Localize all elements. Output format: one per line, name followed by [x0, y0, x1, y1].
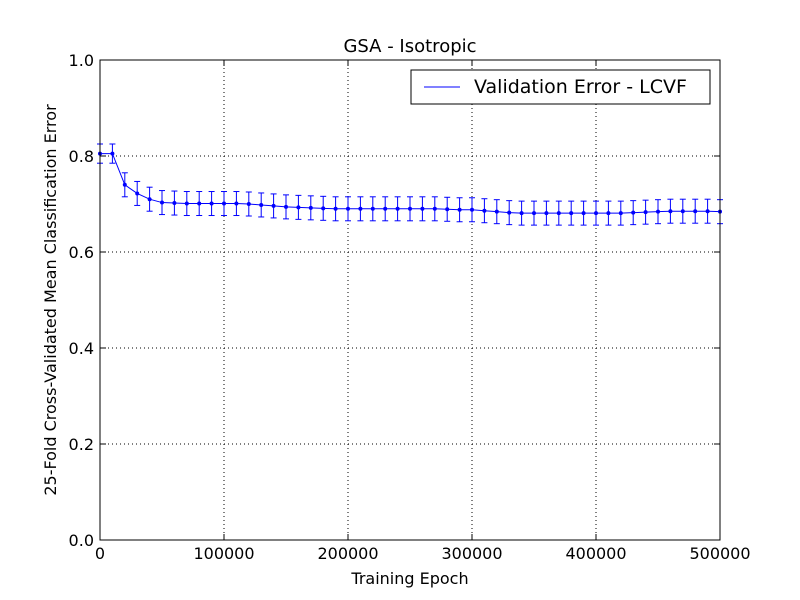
data-point — [370, 206, 375, 211]
x-tick-label: 0 — [95, 544, 105, 563]
x-tick-label: 100000 — [193, 544, 254, 563]
data-point — [544, 211, 549, 216]
data-point — [556, 211, 561, 216]
data-point — [346, 206, 350, 211]
data-point — [222, 201, 226, 206]
data-point — [122, 182, 127, 187]
data-point — [705, 209, 710, 214]
data-point — [668, 209, 673, 214]
y-tick-label: 0.4 — [69, 339, 94, 358]
series-layer — [97, 143, 723, 226]
data-point — [197, 201, 202, 206]
data-point — [246, 202, 251, 206]
data-point — [606, 211, 611, 216]
x-tick-label: 300000 — [441, 544, 502, 563]
data-point — [445, 207, 450, 212]
x-tick-label: 200000 — [317, 544, 378, 563]
data-point — [507, 210, 512, 215]
data-point — [284, 204, 288, 209]
data-point — [532, 211, 536, 216]
data-point — [693, 209, 698, 214]
data-point — [581, 211, 586, 216]
data-point — [643, 210, 648, 215]
grid — [100, 60, 720, 540]
data-point — [494, 209, 499, 214]
data-point — [135, 191, 140, 196]
y-tick-label: 0.8 — [69, 147, 94, 166]
y-tick-label: 0.2 — [69, 435, 94, 454]
data-point — [432, 206, 437, 211]
y-tick-label: 0.6 — [69, 243, 94, 262]
data-point — [569, 211, 574, 216]
data-point — [333, 206, 338, 211]
data-point — [618, 211, 623, 216]
data-point — [110, 151, 115, 156]
y-tick-label: 0.0 — [69, 531, 94, 550]
legend-label: Validation Error - LCVF — [474, 76, 687, 98]
data-point — [519, 211, 524, 216]
data-point — [408, 206, 412, 211]
y-axis-title: 25-Fold Cross-Validated Mean Classificat… — [41, 104, 60, 496]
data-point — [358, 206, 363, 211]
data-point — [172, 201, 177, 206]
data-point — [147, 197, 152, 202]
data-point — [470, 207, 474, 212]
plot-frame — [99, 59, 721, 541]
data-point — [271, 203, 276, 208]
legend-box — [410, 69, 711, 105]
data-point — [420, 206, 425, 211]
axis-ticks: 0 100000 200000 300000 400000 500000 0.0 0.2 0.4… — [69, 51, 751, 563]
data-point — [594, 211, 598, 216]
data-point — [631, 210, 636, 215]
x-tick-label: 500000 — [689, 544, 750, 563]
data-point — [308, 205, 313, 210]
y-tick-label: 1.0 — [69, 51, 94, 70]
data-point — [482, 208, 487, 213]
data-point — [457, 207, 462, 212]
data-point — [209, 201, 214, 206]
chart-title: GSA - Isotropic — [343, 36, 476, 57]
x-axis-title: Training Epoch — [350, 569, 468, 588]
series-group — [97, 143, 723, 226]
data-point — [680, 209, 685, 214]
data-point — [259, 202, 264, 207]
legend: Validation Error - LCVF — [410, 69, 711, 105]
x-tick-label: 400000 — [565, 544, 626, 563]
data-point — [296, 205, 301, 210]
data-point — [184, 201, 189, 206]
data-point — [395, 206, 400, 211]
data-point — [234, 201, 239, 206]
data-point — [160, 200, 164, 205]
data-point — [321, 206, 326, 211]
data-point — [383, 206, 388, 211]
data-point — [656, 209, 660, 214]
